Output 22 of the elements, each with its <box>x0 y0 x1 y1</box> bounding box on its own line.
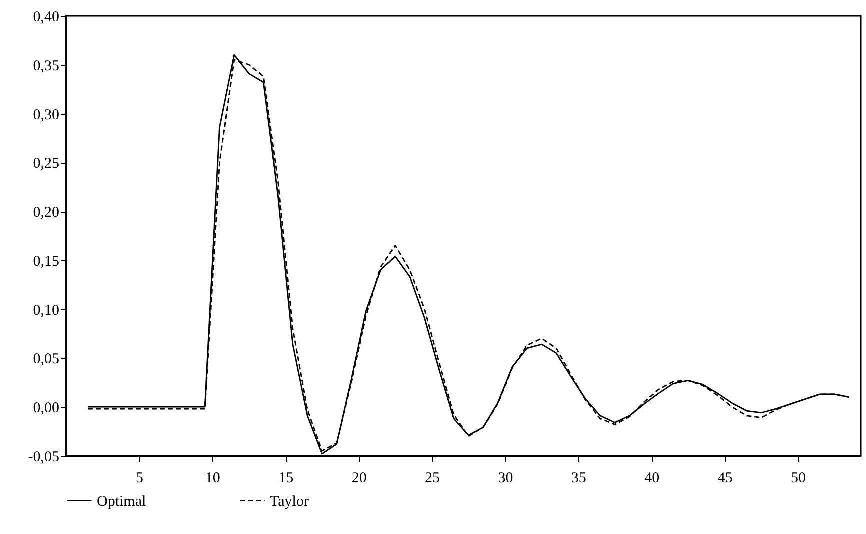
x-tick-label: 50 <box>791 470 806 486</box>
y-tick-label: 0,35 <box>33 58 60 74</box>
y-tick-label: 0,20 <box>33 205 60 222</box>
legend-label: Optimal <box>97 494 146 510</box>
x-tick-label: 30 <box>498 470 514 486</box>
x-tick-label: 40 <box>644 470 660 486</box>
y-tick-label: 0,10 <box>33 302 60 319</box>
y-tick-label: 0,30 <box>33 107 60 124</box>
y-tick-label: 0,25 <box>33 156 60 172</box>
x-tick-label: 25 <box>425 470 440 486</box>
legend-label: Taylor <box>270 494 309 510</box>
x-tick-label: 20 <box>352 470 367 486</box>
x-tick-label: 5 <box>136 470 144 486</box>
y-tick-label: -0,05 <box>28 450 60 466</box>
x-tick-label: 10 <box>205 470 220 486</box>
x-tick-label: 35 <box>571 470 586 486</box>
y-tick-label: 0,00 <box>33 400 60 417</box>
y-tick-label: 0,05 <box>33 352 60 368</box>
y-tick-label: 0,40 <box>33 10 60 26</box>
x-tick-label: 45 <box>718 470 733 486</box>
y-tick-label: 0,15 <box>33 254 60 270</box>
x-tick-label: 15 <box>278 470 294 486</box>
